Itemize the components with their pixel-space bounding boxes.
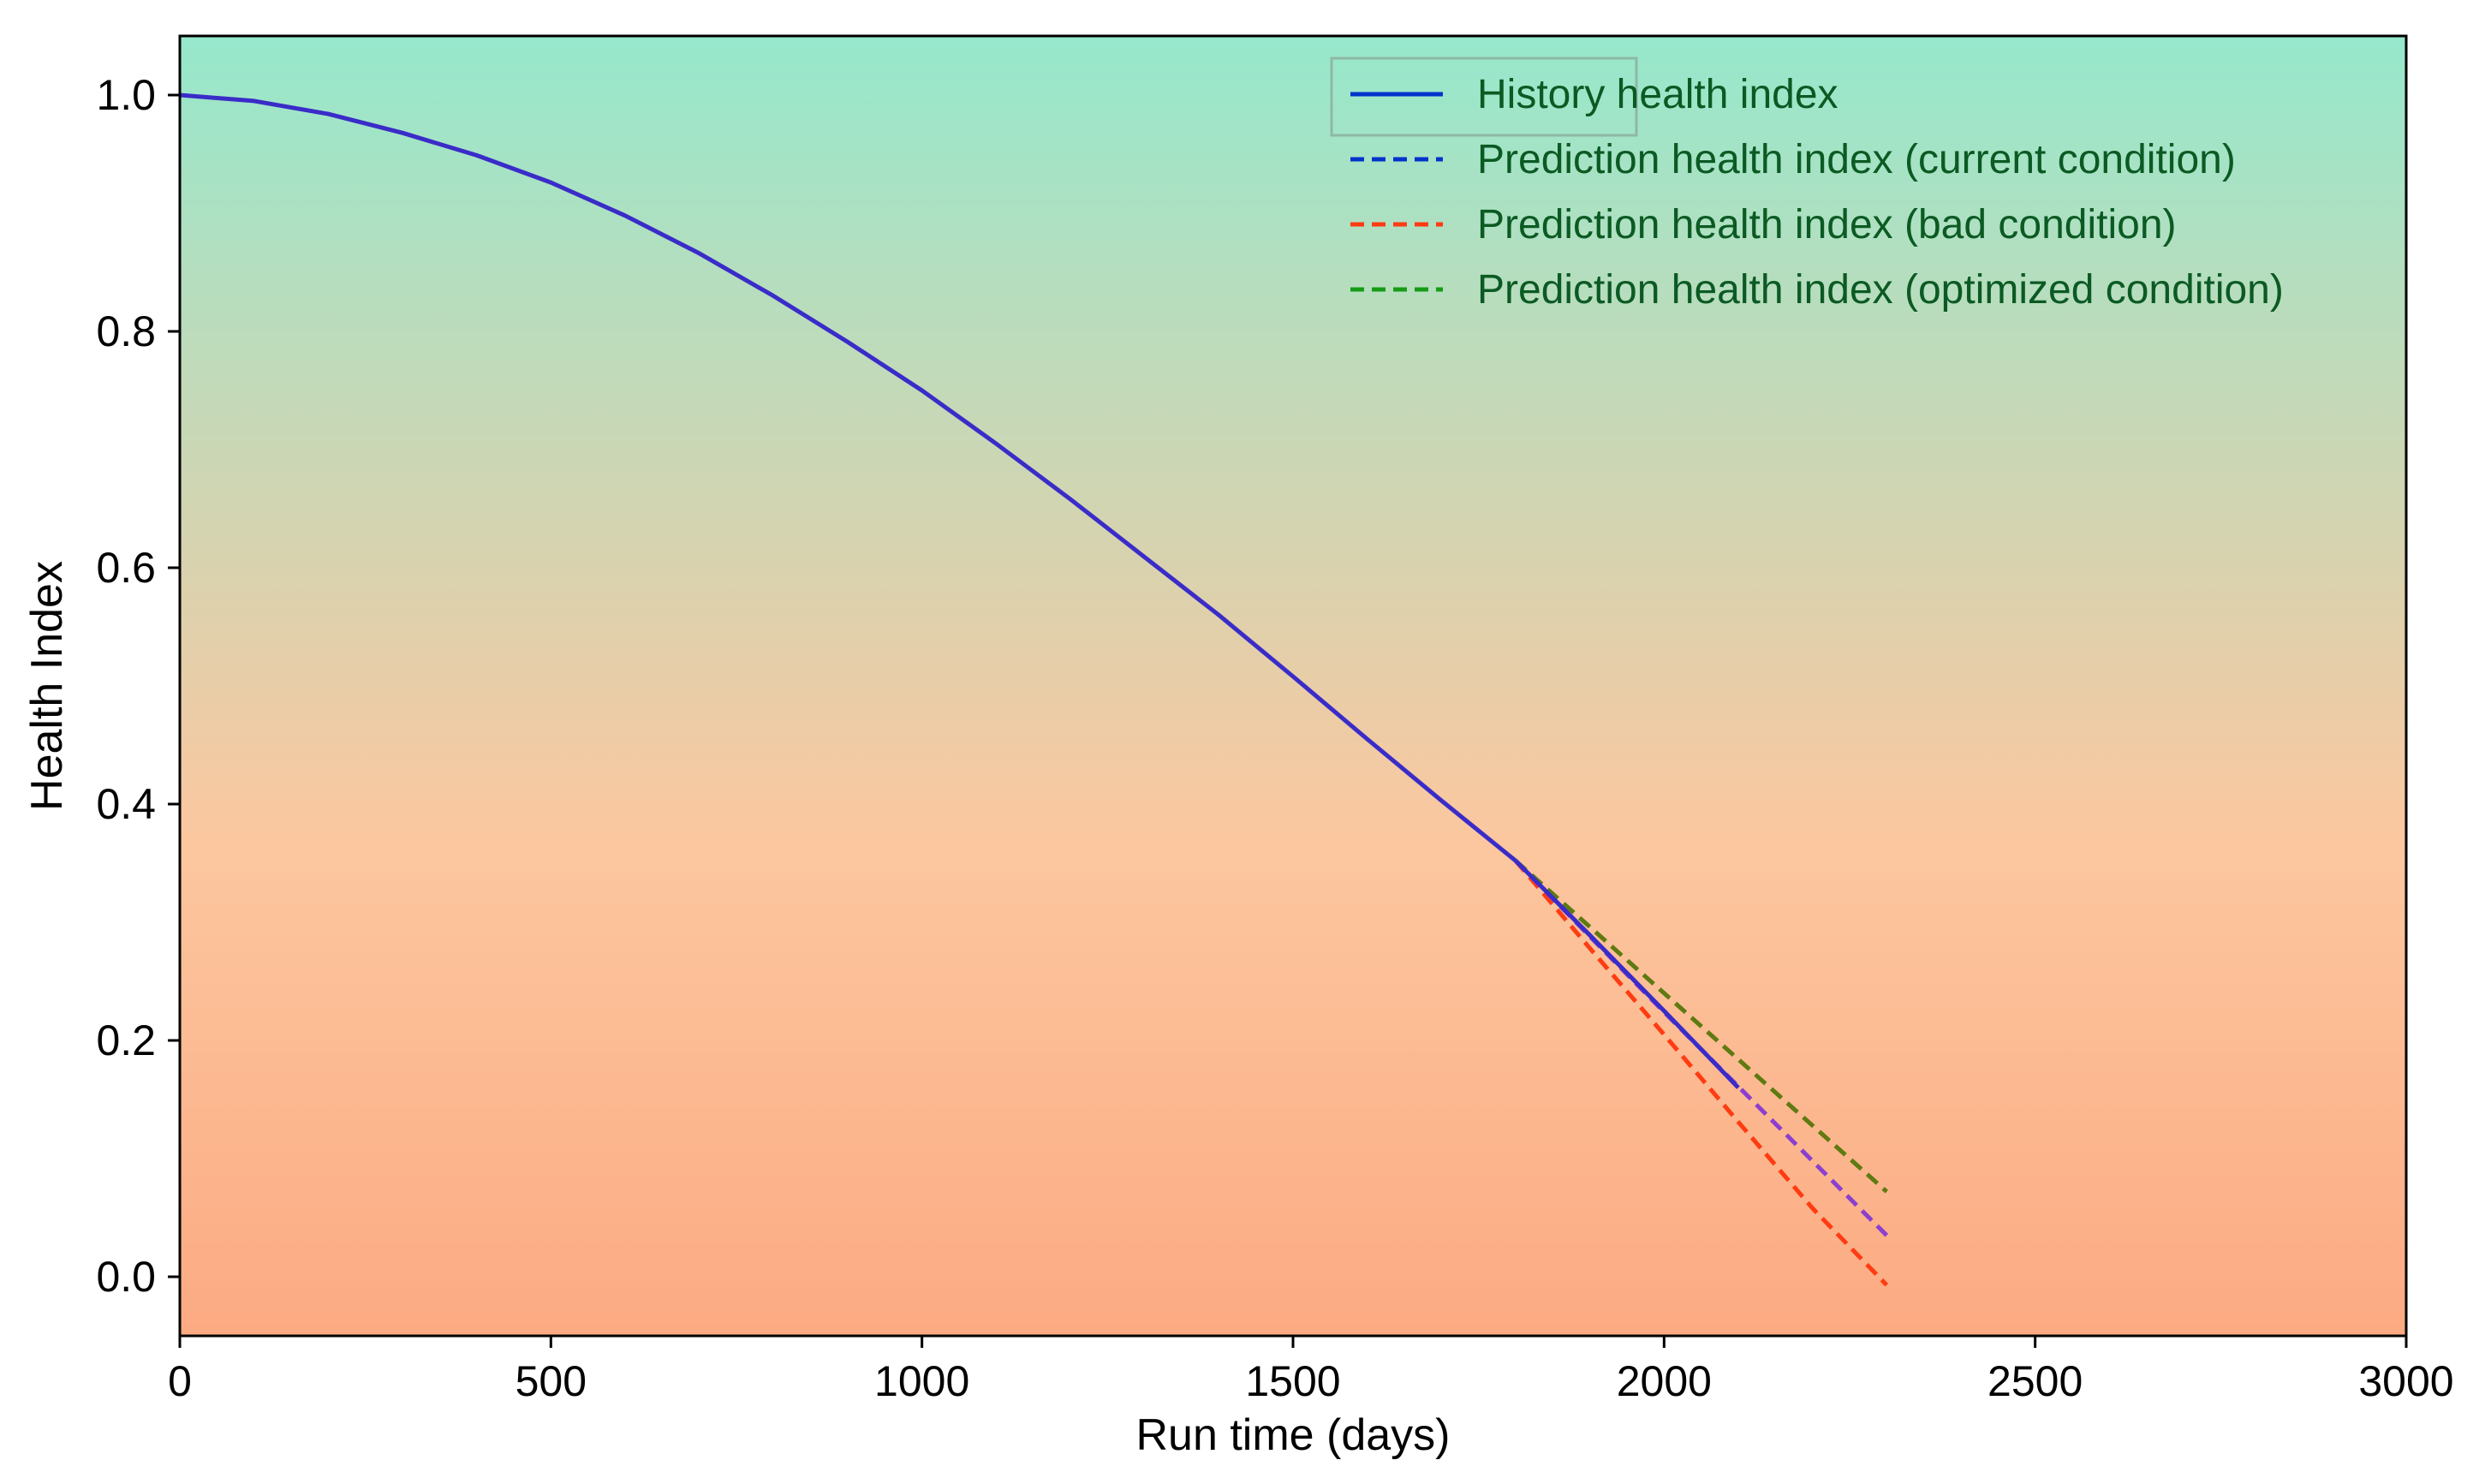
legend: History health index Prediction health i… bbox=[1330, 57, 2284, 313]
legend-label-history: History health index bbox=[1477, 72, 1838, 117]
x-tick-label: 2000 bbox=[1617, 1357, 1712, 1405]
x-tick-label: 500 bbox=[515, 1357, 587, 1405]
legend-label-optimized: Prediction health index (optimized condi… bbox=[1477, 267, 2284, 313]
x-axis: 0 500 1000 1500 2000 2500 3000 bbox=[168, 1336, 2454, 1405]
series-line-2 bbox=[1514, 859, 1889, 1287]
y-axis-title: Health Index bbox=[22, 561, 72, 811]
x-axis-title: Run time (days) bbox=[1136, 1410, 1451, 1460]
legend-label-current: Prediction health index (current conditi… bbox=[1477, 137, 2236, 182]
series-layer bbox=[180, 92, 1889, 1287]
y-tick-label: 1.0 bbox=[96, 71, 156, 119]
plot-background bbox=[180, 36, 2406, 1336]
y-tick-label: 0.0 bbox=[96, 1253, 156, 1301]
y-tick-label: 0.4 bbox=[96, 780, 156, 828]
x-tick-label: 2500 bbox=[1987, 1357, 2083, 1405]
y-tick-label: 0.6 bbox=[96, 544, 156, 592]
y-tick-label: 0.8 bbox=[96, 307, 156, 355]
legend-box bbox=[1330, 57, 1638, 137]
legend-label-bad: Prediction health index (bad condition) bbox=[1477, 202, 2177, 247]
y-tick-label: 0.2 bbox=[96, 1016, 156, 1064]
x-tick-label: 0 bbox=[168, 1357, 192, 1405]
series-line-3 bbox=[1514, 859, 1888, 1194]
x-tick-label: 3000 bbox=[2358, 1357, 2453, 1405]
y-axis: 0.0 0.2 0.4 0.6 0.8 1.0 bbox=[96, 71, 180, 1301]
x-tick-label: 1000 bbox=[874, 1357, 969, 1405]
series-line-0 bbox=[180, 92, 1740, 1089]
x-tick-label: 1500 bbox=[1245, 1357, 1340, 1405]
